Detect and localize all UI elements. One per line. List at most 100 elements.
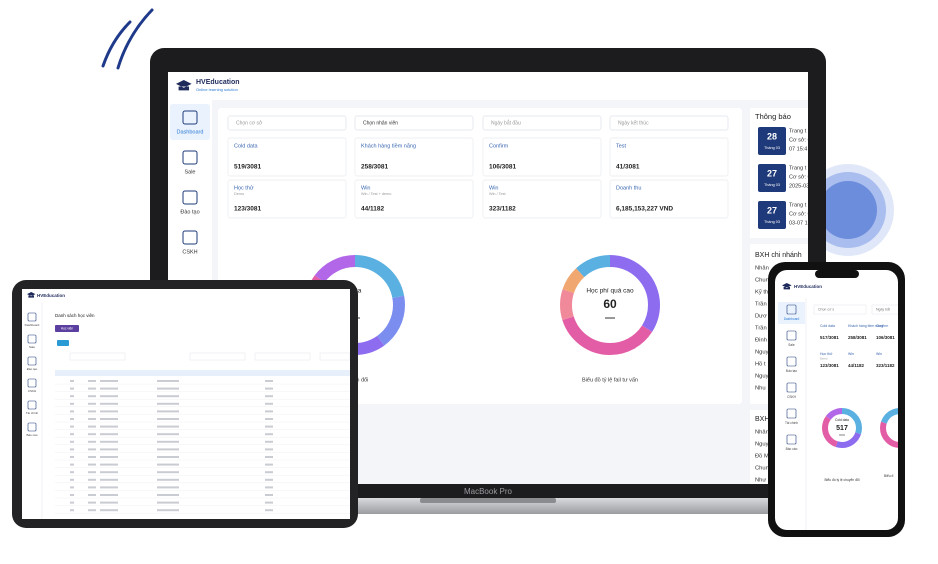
nav-label: CSKH <box>182 249 197 255</box>
stat-value: 519/3081 <box>234 164 261 171</box>
stat-sub: Demo <box>820 357 828 361</box>
stat-sub: Win / Test <box>489 192 507 196</box>
notif-line: 07 15:4 <box>789 146 807 152</box>
nav-icon <box>182 150 198 165</box>
stat-card <box>354 179 474 219</box>
nav-label: Tài chính <box>785 421 798 425</box>
cell-placeholder <box>88 387 96 390</box>
filter-text: Ngày bắt đầu <box>491 119 521 126</box>
ranking-row: Nguy <box>755 350 769 356</box>
filter-text: Ngày bắt <box>876 306 890 311</box>
donut-segment <box>822 408 862 448</box>
cell-placeholder <box>70 478 74 481</box>
cell-placeholder <box>70 425 74 428</box>
cell-placeholder <box>100 494 118 496</box>
cell-placeholder <box>157 402 179 405</box>
cell-placeholder <box>100 395 118 398</box>
filter-box <box>254 352 311 361</box>
cell-placeholder <box>88 456 96 458</box>
donut-segment <box>305 255 405 355</box>
stat-label: Win <box>876 352 882 356</box>
stat-value: 123/3081 <box>234 206 261 213</box>
stat-value: 106/3081 <box>876 335 895 340</box>
donut-segment <box>822 408 862 448</box>
stat-label: Cold data <box>820 324 835 328</box>
stat-label: Khách hàng tiềm năng <box>848 324 883 328</box>
cell-placeholder <box>265 448 273 451</box>
date-box <box>758 127 786 155</box>
filter-text: Chọn nhân viên <box>363 120 398 126</box>
table-header <box>55 370 350 376</box>
cell-placeholder <box>265 478 273 481</box>
nav-icon <box>27 378 37 388</box>
logo <box>176 80 192 91</box>
phone-content: HVEducation Dashboard Sale Đào tạo CSKH Tài c… <box>778 283 898 530</box>
ranking-row: Nhân <box>755 266 769 272</box>
nav-icon <box>27 356 37 366</box>
cell-placeholder <box>157 440 179 443</box>
stat-value: 6,185,153,227 VND <box>616 206 673 213</box>
stat-value: 106/3081 <box>489 164 516 171</box>
stat-label: Học thử <box>820 352 833 356</box>
cell-placeholder <box>265 433 273 436</box>
cell-placeholder <box>88 410 96 413</box>
cell-placeholder <box>70 471 74 474</box>
decor-arc <box>116 8 154 70</box>
filter <box>813 304 867 315</box>
nav-label: Tài chính <box>26 411 39 415</box>
cell-placeholder <box>265 418 273 420</box>
cell-placeholder <box>70 402 74 405</box>
nav-icon <box>786 356 797 367</box>
filter-box <box>189 352 246 361</box>
stat-label: Confirm <box>489 143 509 149</box>
notif-month: Tháng 03 <box>764 183 780 187</box>
cell-placeholder <box>100 463 118 466</box>
stat-sub: Demo <box>234 192 244 196</box>
cell-placeholder <box>70 418 74 420</box>
cell-placeholder <box>100 418 118 420</box>
nav-label: Sale <box>29 345 35 349</box>
cell-placeholder <box>157 501 179 504</box>
cell-placeholder <box>100 380 118 382</box>
nav-icon <box>786 434 797 445</box>
filter <box>227 115 347 131</box>
cell-placeholder <box>100 501 118 504</box>
cell-placeholder <box>265 425 273 428</box>
cell-placeholder <box>157 471 179 474</box>
donut-caption: Biểu đồ tỷ lệ chuyển đổi <box>824 478 859 482</box>
button <box>57 340 69 346</box>
cell-placeholder <box>88 494 96 496</box>
cell-placeholder <box>70 463 74 466</box>
brand: HVEducation <box>196 79 240 86</box>
cell-placeholder <box>100 433 118 436</box>
notif-line: 2025-03 <box>789 183 809 189</box>
cell-placeholder <box>157 387 179 390</box>
cell-placeholder <box>100 486 118 489</box>
nav-icon <box>27 312 37 322</box>
filter <box>871 304 898 315</box>
cell-placeholder <box>157 509 179 512</box>
cell-placeholder <box>70 456 74 458</box>
stat-card <box>482 137 602 177</box>
cell-placeholder <box>265 501 273 504</box>
cell-placeholder <box>70 380 74 382</box>
stat-label: Confirm <box>876 324 888 328</box>
nav-icon <box>786 330 797 341</box>
stat-card <box>482 179 602 219</box>
ranking-row: Như <box>755 478 766 484</box>
ranking-row: Nhu <box>755 386 766 392</box>
cell-placeholder <box>157 433 179 436</box>
ranking-row: Nguy <box>755 374 769 380</box>
cell-placeholder <box>100 387 118 390</box>
nav-icon <box>182 110 198 125</box>
cell-placeholder <box>157 478 179 481</box>
cell-placeholder <box>88 448 96 451</box>
filter-box <box>69 352 126 361</box>
donut-segment <box>822 408 862 448</box>
stat-card <box>227 179 347 219</box>
cell-placeholder <box>70 509 74 512</box>
nav-active <box>778 302 805 324</box>
cell-placeholder <box>88 501 96 504</box>
cell-placeholder <box>88 433 96 436</box>
